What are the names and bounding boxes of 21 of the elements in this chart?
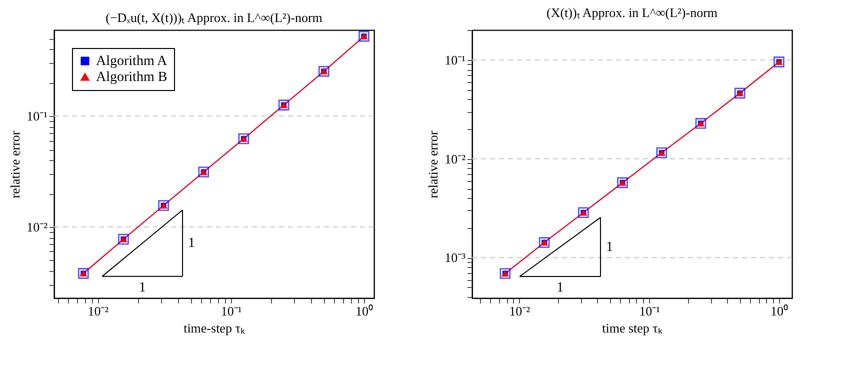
x-tick-label: 10⁻¹ <box>220 304 242 318</box>
x-tick-label: 10⁻² <box>509 304 530 318</box>
y-tick-label: 10⁻¹ <box>444 52 466 68</box>
x-tick-label: 10⁻² <box>88 304 109 318</box>
y-tick-label: 10⁻² <box>444 151 466 166</box>
x-tick-label: 10⁰ <box>770 304 788 318</box>
annotation: 1 <box>556 280 564 296</box>
legend-label: Algorithm A <box>96 54 168 69</box>
chart-title: (−Dₓu(t, X(t)))ₜ Approx. in L^∞(L²)-norm <box>106 10 322 25</box>
annotation: 1 <box>188 236 196 252</box>
y-axis-title: relative error <box>426 130 441 198</box>
legend-label: Algorithm B <box>96 70 168 85</box>
x-axis-title: time-step τₖ <box>184 320 246 336</box>
annotation: 1 <box>606 240 613 255</box>
x-tick-label: 10⁰ <box>355 304 374 318</box>
x-axis-title: time step τₖ <box>602 320 663 336</box>
chart-title: (X(t))ₜ Approx. in L^∞(L²)-norm <box>546 5 718 20</box>
y-tick-label: 10⁻³ <box>444 250 466 266</box>
y-axis-title: relative error <box>8 130 23 198</box>
x-tick-label: 10⁻¹ <box>639 304 660 318</box>
annotation: 1 <box>138 280 146 296</box>
